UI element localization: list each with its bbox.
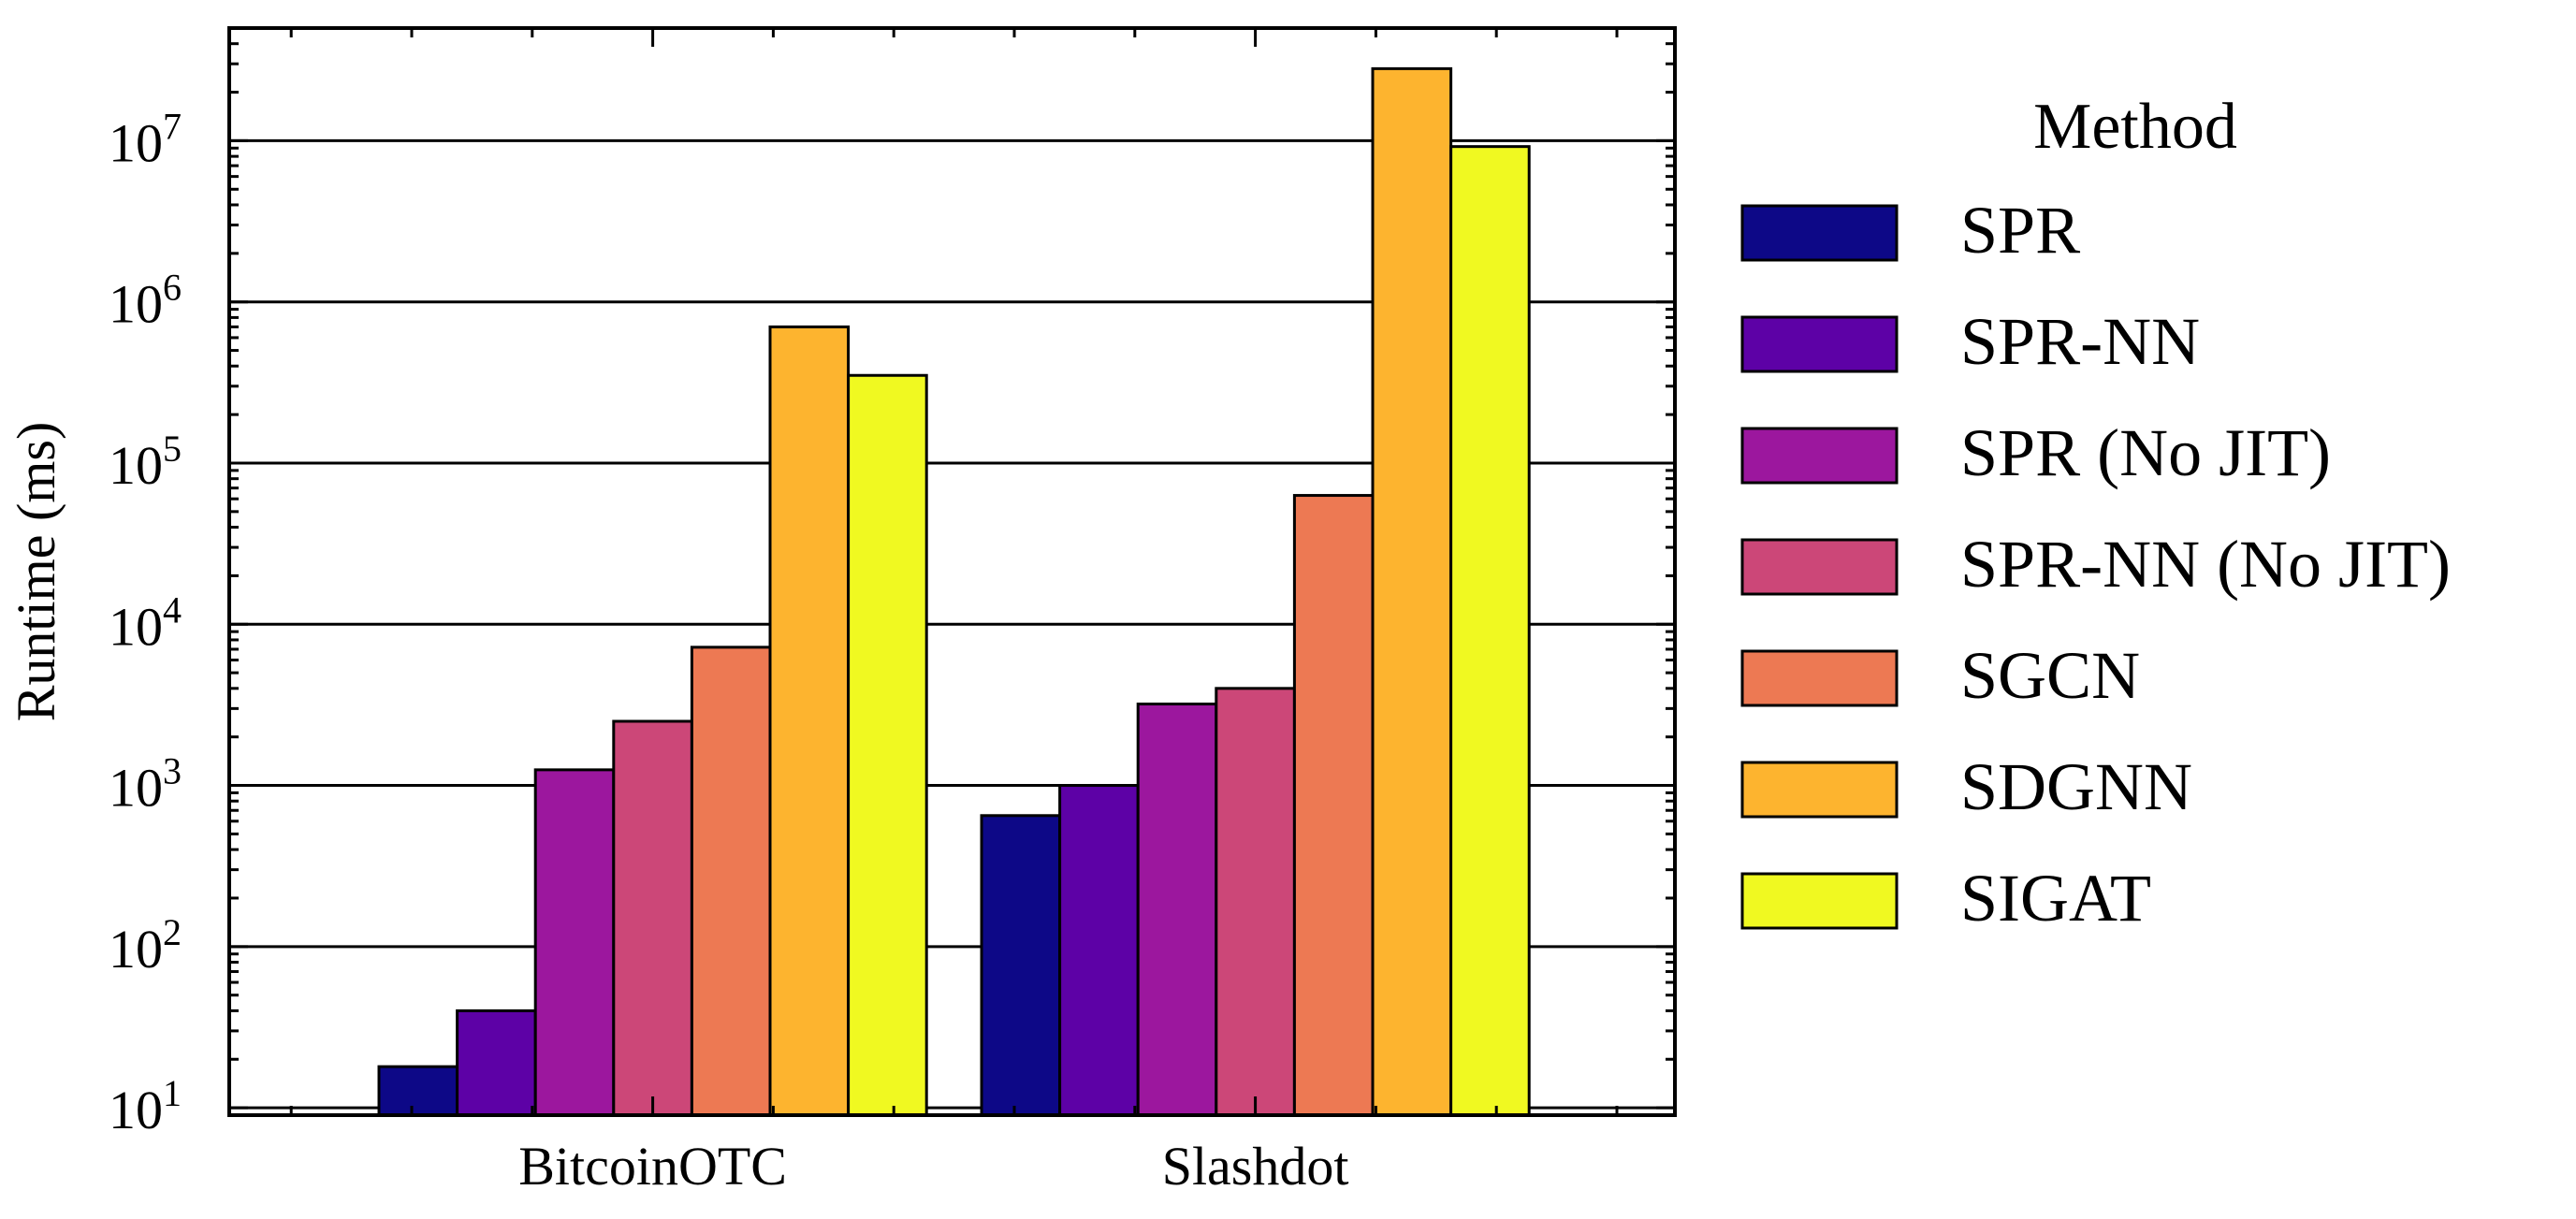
x-tick-label: BitcoinOTC (518, 1136, 787, 1197)
bar-sdgnn-bitcoinotc (768, 325, 851, 1117)
legend: Method SPR SPR-NN SPR (No JIT) SPR-NN (No JI… (1740, 91, 2451, 936)
legend-label: SPR-NN (No JIT) (1960, 527, 2451, 602)
legend-label: SPR-NN (1960, 304, 2200, 379)
legend-swatch (1740, 761, 1899, 819)
legend-swatch (1740, 872, 1899, 930)
bar-spr-nn-bitcoinotc (456, 1009, 537, 1117)
legend-swatch (1740, 315, 1899, 373)
bar-spr-nn-slashdot (1058, 784, 1140, 1117)
legend-label: SPR (No JIT) (1960, 415, 2331, 490)
plot-frame (227, 26, 1677, 1117)
x-tick-label: Slashdot (1162, 1136, 1349, 1197)
y-tick-label: 104 (109, 588, 182, 657)
bar-spr-bitcoinotc (377, 1065, 459, 1117)
bar-sdgnn-slashdot (1371, 66, 1453, 1117)
legend-label: SDGNN (1960, 749, 2192, 824)
bar-spr-no-jit-slashdot (1136, 703, 1218, 1117)
grid-lines (229, 138, 1675, 1110)
bar-sigat-bitcoinotc (847, 373, 928, 1117)
bar-sigat-slashdot (1449, 145, 1531, 1117)
bar-spr-no-jit-bitcoinotc (533, 768, 616, 1117)
y-tick-label: 107 (109, 105, 182, 173)
bars (377, 66, 1531, 1117)
legend-swatch (1740, 538, 1899, 596)
bar-spr-nn-no-jit-slashdot (1215, 687, 1296, 1117)
y-tick-label: 106 (109, 267, 182, 335)
legend-swatch (1740, 649, 1899, 707)
y-tick-label: 101 (109, 1072, 182, 1140)
y-tick-label: 105 (109, 428, 182, 496)
bar-sgcn-bitcoinotc (690, 646, 772, 1117)
y-tick-label: 103 (109, 750, 182, 819)
legend-swatch (1740, 204, 1899, 262)
y-axis-label: Runtime (ms) (6, 422, 66, 722)
legend-label: SPR (1960, 193, 2080, 268)
axes: 101 102 103 104 105 106 107 BitcoinOTC Slashdot (109, 26, 1677, 1197)
legend-label: SIGAT (1960, 861, 2151, 936)
legend-label: SGCN (1960, 638, 2140, 713)
legend-title: Method (2033, 91, 2237, 163)
bar-sgcn-slashdot (1292, 494, 1375, 1117)
legend-swatch (1740, 427, 1899, 485)
bar-spr-nn-no-jit-bitcoinotc (612, 719, 693, 1117)
bar-spr-slashdot (980, 814, 1062, 1117)
y-tick-label: 102 (109, 911, 182, 980)
